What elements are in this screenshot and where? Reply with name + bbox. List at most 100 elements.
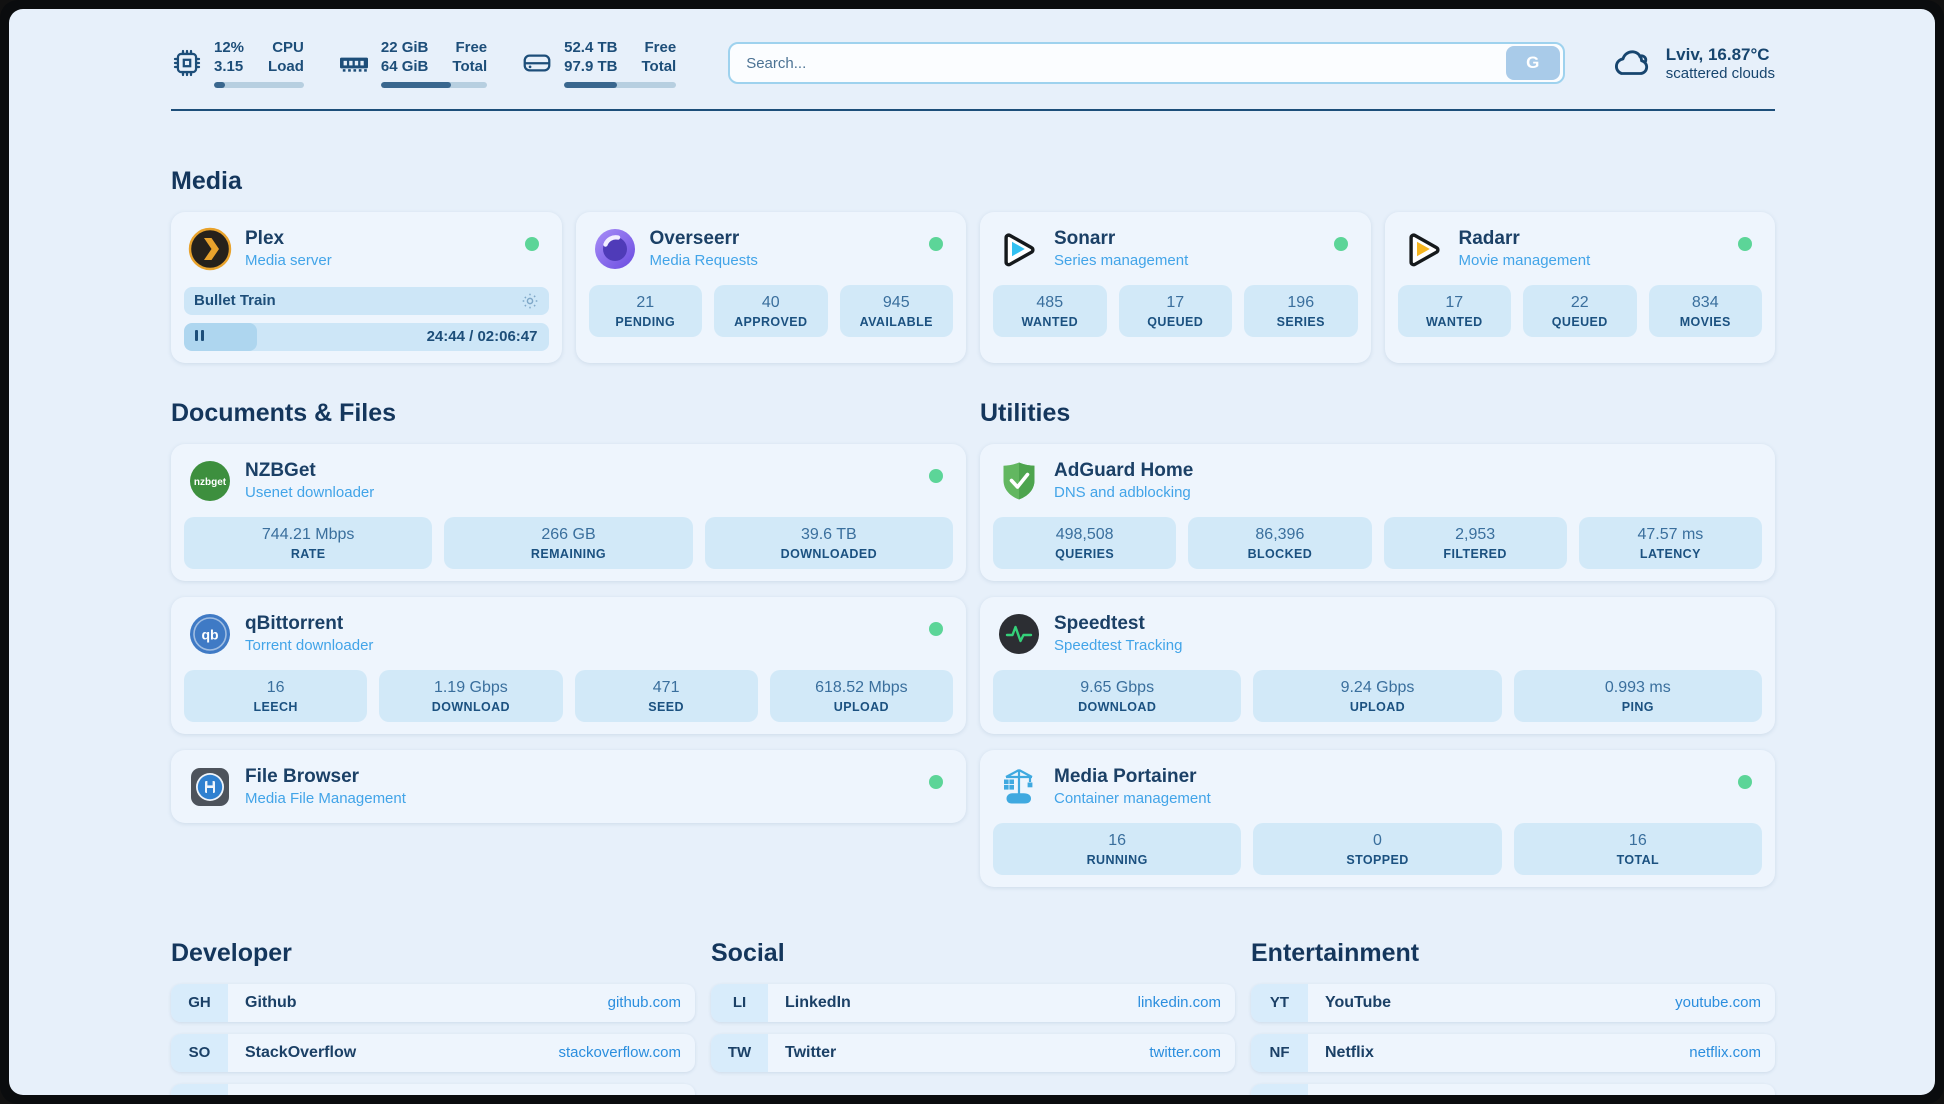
stat-queued: 22 QUEUED bbox=[1523, 284, 1637, 337]
playback-progress-bar: 24:44 / 02:06:47 bbox=[184, 322, 549, 351]
stat-approved: 40 APPROVED bbox=[714, 284, 828, 337]
bookmark-badge: SO bbox=[171, 1033, 228, 1072]
section-utilities: Utilities AdGuard Home DNS and adblockin… bbox=[980, 399, 1775, 887]
cpu-labels: CPU Load bbox=[268, 39, 304, 75]
disk-widget: 52.4 TB 97.9 TB Free Total bbox=[521, 39, 677, 88]
bookmark-url: reddit.com bbox=[1691, 1094, 1775, 1095]
search-engine-button[interactable]: G bbox=[1505, 46, 1560, 81]
bookmark-name: LinkedIn bbox=[785, 993, 851, 1011]
bookmark-url: netflix.com bbox=[1689, 1044, 1761, 1061]
top-bar: 12% 3.15 CPU Load 22 GiB 64 GiB Free Total bbox=[171, 39, 1775, 88]
stat-upload: 618.52 Mbps UPLOAD bbox=[769, 669, 953, 722]
stat-available: 945 AVAILABLE bbox=[839, 284, 953, 337]
bookmark-url: stackoverflow.com bbox=[558, 1044, 681, 1061]
entertainment-heading: Entertainment bbox=[1251, 938, 1420, 967]
app-subtitle: Torrent downloader bbox=[245, 637, 374, 655]
app-subtitle: Usenet downloader bbox=[245, 484, 375, 502]
bookmark-youtube[interactable]: YT YouTube youtube.com bbox=[1251, 983, 1775, 1022]
app-card-speedtest[interactable]: Speedtest Speedtest Tracking 9.65 Gbps DO… bbox=[980, 596, 1775, 734]
svg-text:nzbget: nzbget bbox=[194, 477, 227, 488]
stat-total: 16 TOTAL bbox=[1513, 822, 1762, 875]
app-title: File Browser bbox=[245, 765, 360, 787]
disk-labels: Free Total bbox=[641, 39, 677, 75]
bookmark-url: linkedin.com bbox=[1137, 994, 1221, 1011]
app-title: Radarr bbox=[1458, 227, 1520, 249]
app-title: Plex bbox=[245, 227, 285, 249]
bookmark-name: Twitter bbox=[785, 1043, 837, 1061]
stat-series: 196 SERIES bbox=[1244, 284, 1358, 337]
utilities-heading: Utilities bbox=[980, 398, 1071, 427]
app-card-adguard[interactable]: AdGuard Home DNS and adblocking 498,508 Q… bbox=[980, 443, 1775, 581]
bookmark-badge: RE bbox=[1251, 1083, 1308, 1095]
app-title: Sonarr bbox=[1054, 227, 1116, 249]
qbittorrent-icon: qb bbox=[190, 613, 230, 654]
ram-values: 22 GiB 64 GiB bbox=[380, 39, 429, 75]
app-card-plex[interactable]: Plex Media server Bullet Train 24:44 / 0… bbox=[171, 211, 562, 363]
app-card-portainer[interactable]: Media Portainer Container management 16 R… bbox=[980, 749, 1775, 887]
bookmark-name: Github bbox=[245, 993, 297, 1011]
stat-ping: 0.993 ms PING bbox=[1513, 669, 1762, 722]
bookmark-url: youtube.com bbox=[1675, 994, 1761, 1011]
weather-widget: Lviv, 16.87°C scattered clouds bbox=[1611, 45, 1775, 82]
disk-values: 52.4 TB 97.9 TB bbox=[564, 39, 618, 75]
ram-icon bbox=[339, 57, 368, 72]
search-input[interactable] bbox=[730, 54, 1506, 72]
bookmark-stackoverflow[interactable]: SO StackOverflow stackoverflow.com bbox=[171, 1033, 695, 1072]
section-media: Media Plex Media server Bullet Train bbox=[171, 167, 1775, 363]
app-subtitle: Movie management bbox=[1458, 252, 1591, 270]
status-dot bbox=[929, 774, 943, 789]
bookmark-name: StackOverflow bbox=[245, 1043, 357, 1061]
svg-text:qb: qb bbox=[201, 626, 218, 642]
section-documents: Documents & Files nzbget NZBGet Usenet d… bbox=[171, 399, 966, 823]
bookmark-dev[interactable]: DT DEV dev.to bbox=[171, 1083, 695, 1096]
app-card-nzbget[interactable]: nzbget NZBGet Usenet downloader 744.21 M… bbox=[171, 443, 966, 581]
stat-leech: 16 LEECH bbox=[184, 669, 368, 722]
status-dot bbox=[929, 468, 943, 483]
status-dot bbox=[1738, 236, 1752, 251]
status-dot bbox=[524, 236, 539, 251]
app-title: AdGuard Home bbox=[1054, 459, 1194, 481]
stream-settings-button[interactable] bbox=[521, 292, 539, 310]
bookmark-reddit[interactable]: RE Reddit reddit.com bbox=[1251, 1083, 1775, 1095]
bookmark-netflix[interactable]: NF Netflix netflix.com bbox=[1251, 1033, 1775, 1072]
disk-icon bbox=[523, 54, 551, 72]
dashboard-page: 12% 3.15 CPU Load 22 GiB 64 GiB Free Total bbox=[9, 9, 1935, 1095]
app-subtitle: Series management bbox=[1054, 252, 1189, 270]
app-title: Overseerr bbox=[649, 227, 740, 249]
bookmark-linkedin[interactable]: LI LinkedIn linkedin.com bbox=[711, 983, 1235, 1022]
app-title: Media Portainer bbox=[1054, 765, 1197, 787]
app-card-overseerr[interactable]: Overseerr Media Requests 21 PENDING 40 APP… bbox=[575, 211, 966, 363]
ram-usage-bar bbox=[380, 81, 488, 88]
nzbget-icon: nzbget bbox=[190, 460, 230, 501]
bookmark-badge: YT bbox=[1251, 983, 1308, 1022]
documents-heading: Documents & Files bbox=[171, 398, 397, 427]
bookmark-badge: LI bbox=[711, 983, 768, 1022]
section-developer: Developer GH Github github.com SO StackO… bbox=[171, 939, 695, 1096]
playback-time: 24:44 / 02:06:47 bbox=[426, 328, 538, 345]
app-subtitle: Media Requests bbox=[649, 252, 758, 270]
cpu-usage-bar bbox=[214, 81, 304, 88]
stat-rate: 744.21 Mbps RATE bbox=[184, 516, 433, 569]
stat-download: 9.65 Gbps DOWNLOAD bbox=[993, 669, 1242, 722]
app-card-qbittorrent[interactable]: qb qBittorrent Torrent downloader 16 LEEC… bbox=[171, 596, 966, 734]
search-bar: G bbox=[728, 42, 1565, 85]
app-subtitle: Speedtest Tracking bbox=[1054, 637, 1183, 655]
bookmark-github[interactable]: GH Github github.com bbox=[171, 983, 695, 1022]
app-card-sonarr[interactable]: Sonarr Series management 485 WANTED 17 QUE… bbox=[980, 211, 1371, 363]
app-subtitle: DNS and adblocking bbox=[1054, 484, 1191, 502]
overseerr-icon bbox=[594, 228, 635, 269]
app-subtitle: Media File Management bbox=[245, 790, 406, 808]
pause-icon[interactable] bbox=[195, 328, 207, 345]
bookmark-url: github.com bbox=[607, 994, 681, 1011]
app-card-radarr[interactable]: Radarr Movie management 17 WANTED 22 QUEUE… bbox=[1384, 211, 1775, 363]
bookmark-name: DEV bbox=[245, 1094, 278, 1096]
cloud-icon bbox=[1614, 50, 1648, 76]
bookmark-twitter[interactable]: TW Twitter twitter.com bbox=[711, 1033, 1235, 1072]
portainer-icon bbox=[1004, 768, 1033, 803]
bookmark-url: dev.to bbox=[641, 1094, 695, 1095]
speedtest-icon bbox=[999, 613, 1039, 654]
app-card-filebrowser[interactable]: File Browser Media File Management bbox=[171, 749, 966, 823]
section-entertainment: Entertainment YT YouTube youtube.com NF … bbox=[1251, 938, 1775, 1095]
stat-filtered: 2,953 FILTERED bbox=[1383, 516, 1567, 569]
stat-seed: 471 SEED bbox=[574, 669, 758, 722]
